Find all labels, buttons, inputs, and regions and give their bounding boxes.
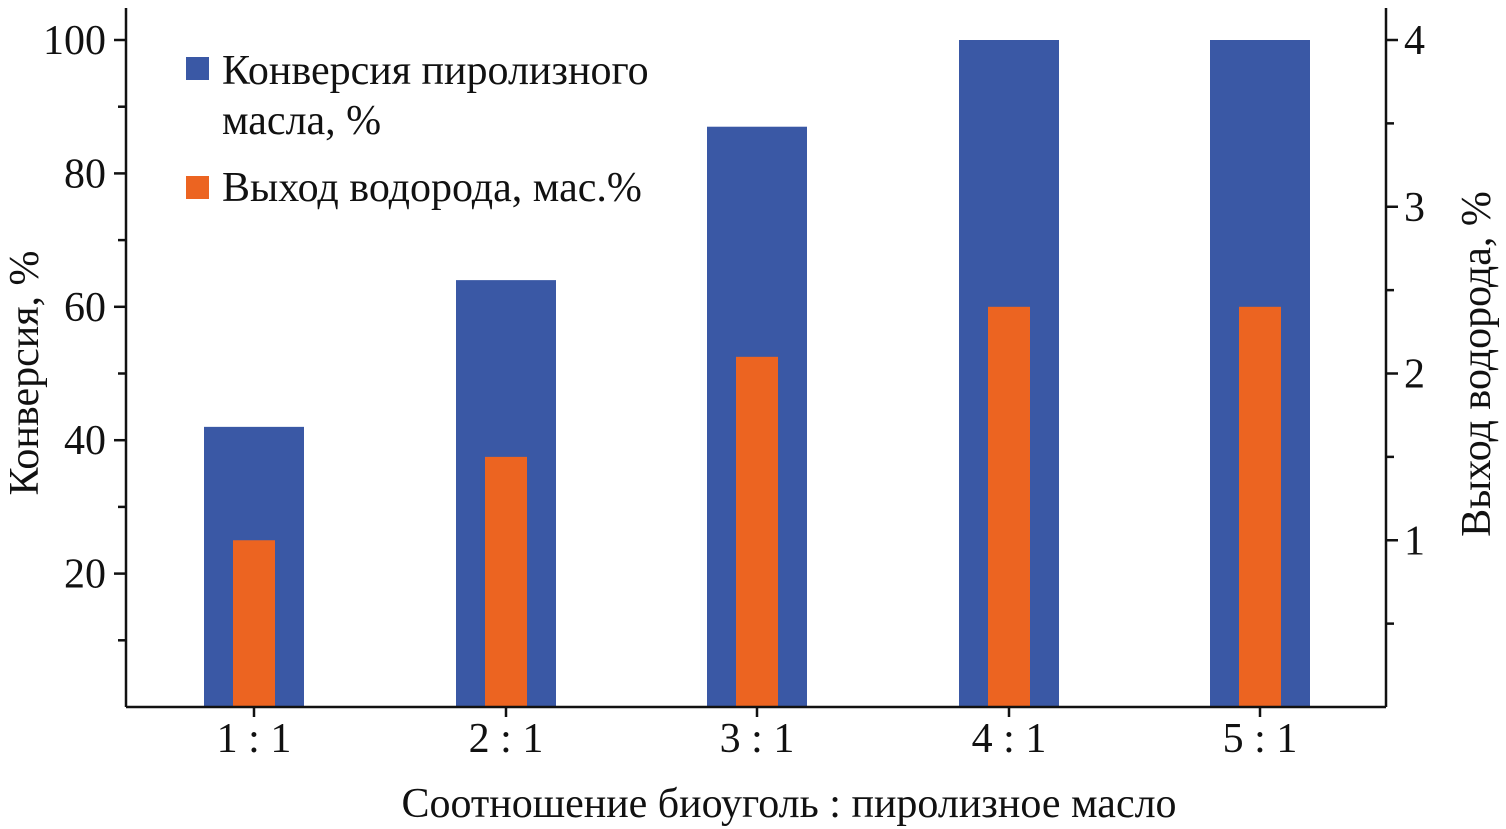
x-tick-label-5: 5 : 1 [1223,716,1298,762]
bar-hydrogen-2 [485,456,527,707]
x-tick-label-1: 1 : 1 [217,716,292,762]
y-tick-label-60: 60 [64,285,106,331]
x-tick-label-4: 4 : 1 [972,716,1047,762]
y2-tick-label-4: 4 [1404,18,1425,64]
legend: Конверсия пиролизного масла, % Выход вод… [186,48,649,211]
bar-hydrogen-1 [233,540,275,707]
y-tick-label-40: 40 [64,418,106,464]
y-axis-label: Конверсия, % [2,250,48,495]
y2-axis-label: Выход водорода, % [1454,191,1500,537]
legend-label-hydrogen: Выход водорода, мас.% [222,165,642,211]
x-tick-label-2: 2 : 1 [469,716,544,762]
bar-hydrogen-4 [988,306,1030,707]
bars-group [204,40,1310,707]
bar-hydrogen-5 [1239,306,1281,707]
legend-label-conversion-line2: масла, % [222,98,381,144]
tick-labels-group: 20 40 60 80 100 1 2 3 4 1 : 1 2 : 1 3 : 1 4 : 1 5 : 1 [43,18,1425,762]
y-tick-label-100: 100 [43,18,106,64]
y-tick-label-80: 80 [64,151,106,197]
y2-tick-label-1: 1 [1404,518,1425,564]
y2-tick-label-3: 3 [1404,185,1425,231]
legend-label-conversion-line1: Конверсия пиролизного [222,48,649,94]
x-tick-label-3: 3 : 1 [720,716,795,762]
ticks-group [114,38,1398,717]
x-axis-label: Соотношение биоуголь : пиролизное масло [401,781,1176,827]
bar-hydrogen-3 [736,356,778,707]
legend-swatch-hydrogen [186,176,209,199]
y-tick-label-20: 20 [64,552,106,598]
legend-swatch-conversion [186,57,209,80]
y2-tick-label-2: 2 [1404,352,1425,398]
